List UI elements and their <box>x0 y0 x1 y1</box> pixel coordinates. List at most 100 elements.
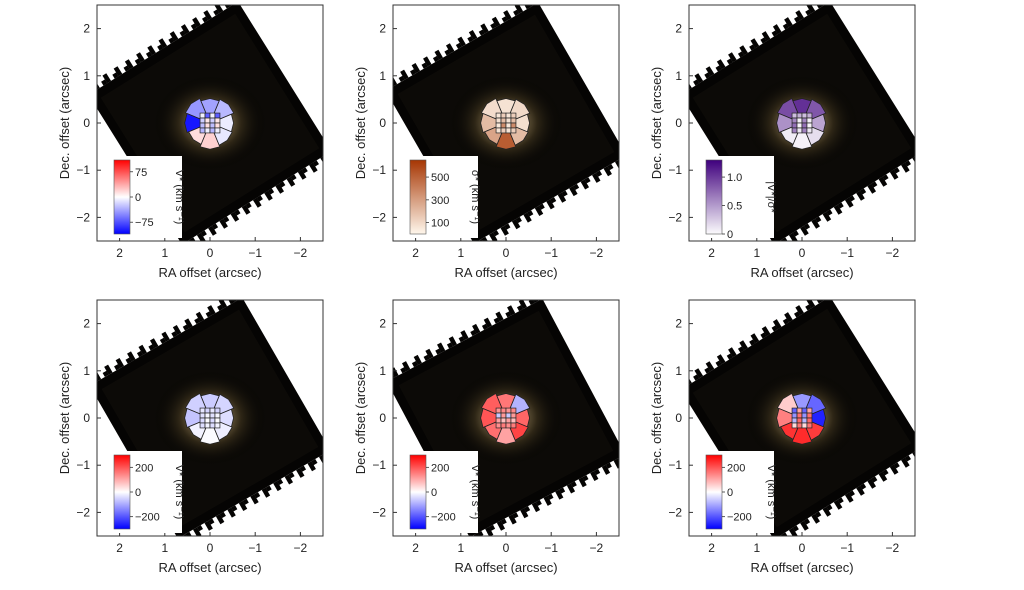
spaxel-bin <box>209 117 216 124</box>
spaxel-bin <box>495 412 502 419</box>
colorbar-tick-label: 300 <box>431 195 449 207</box>
y-tick-label: 0 <box>379 116 386 130</box>
spaxel-bin <box>209 412 216 419</box>
colorbar-gradient <box>113 454 131 530</box>
spaxel-bin <box>801 407 808 414</box>
spaxel-bin <box>801 412 808 419</box>
colorbar-tick-label: 1.0 <box>727 172 742 184</box>
spaxel-bin <box>500 127 507 134</box>
spaxel-bin <box>495 127 502 134</box>
colorbar-gradient <box>409 159 427 235</box>
panel-4: 2 2 1 1 0 0 −1 −1 −2 −2 RA offset (arcsec) Dec. off… <box>57 299 324 575</box>
y-tick-label: −1 <box>668 163 682 177</box>
spaxel-bin <box>791 422 798 429</box>
spaxel-bin <box>199 112 206 119</box>
x-tick-label: −1 <box>248 246 262 260</box>
spaxel-bin <box>796 412 803 419</box>
x-axis-label: RA offset (arcsec) <box>454 560 557 575</box>
x-tick-label: −2 <box>886 541 900 555</box>
x-tick-label: 2 <box>412 541 419 555</box>
colorbar-tick-label: 100 <box>431 218 449 230</box>
spaxel-bin <box>796 112 803 119</box>
y-tick-label: 2 <box>379 22 386 36</box>
spaxel-bin <box>204 422 211 429</box>
colorbar-tick-label: 500 <box>431 172 449 184</box>
spaxel-bin <box>806 127 813 134</box>
spaxel-bin <box>796 127 803 134</box>
spaxel-bin <box>495 407 502 414</box>
x-tick-label: 0 <box>207 541 214 555</box>
spaxel-bin <box>209 127 216 134</box>
panel-3: 2 2 1 1 0 0 −1 −1 −2 −2 RA offset (arcsec) Dec. off… <box>649 4 916 280</box>
spaxel-bin <box>796 407 803 414</box>
colorbar-tick-label: −75 <box>135 217 154 229</box>
spaxel-bin <box>209 407 216 414</box>
spaxel-bin <box>510 422 517 429</box>
spaxel-bin <box>801 127 808 134</box>
y-tick-label: 0 <box>83 411 90 425</box>
x-tick-label: −2 <box>590 246 604 260</box>
colorbar: 75 0 −75 V* (km s⁻¹) <box>112 156 185 238</box>
spaxel-bin <box>500 407 507 414</box>
spaxel-bin <box>806 112 813 119</box>
colorbar-title: V* (km s⁻¹) <box>173 170 185 225</box>
spaxel-bin <box>801 117 808 124</box>
spaxel-bin <box>500 412 507 419</box>
spaxel-bin <box>796 417 803 424</box>
colorbar-tick-label: 0 <box>431 487 437 499</box>
spaxel-bin <box>505 117 512 124</box>
spaxel-bin <box>791 117 798 124</box>
colorbar-tick-label: −200 <box>727 512 752 524</box>
x-tick-label: −2 <box>886 246 900 260</box>
spaxel-bin <box>801 417 808 424</box>
spaxel-bin <box>199 127 206 134</box>
x-tick-label: −2 <box>294 246 308 260</box>
y-axis-label: Dec. offset (arcsec) <box>353 67 368 179</box>
spaxel-bin <box>214 117 221 124</box>
x-tick-label: −1 <box>840 246 854 260</box>
colorbar-gradient <box>705 159 723 235</box>
spaxel-bin <box>214 112 221 119</box>
spaxel-bin <box>505 122 512 129</box>
spaxel-bin <box>199 122 206 129</box>
y-tick-label: 1 <box>83 364 90 378</box>
spaxel-bin <box>510 412 517 419</box>
spaxel-bin <box>204 117 211 124</box>
x-tick-label: 2 <box>708 246 715 260</box>
colorbar-tick-label: 0 <box>727 229 733 241</box>
x-tick-label: −1 <box>840 541 854 555</box>
spaxel-bin <box>801 112 808 119</box>
y-axis-label: Dec. offset (arcsec) <box>57 362 72 474</box>
spaxel-bin <box>791 112 798 119</box>
spaxel-bin <box>500 117 507 124</box>
spaxel-bin <box>510 117 517 124</box>
spaxel-bin <box>806 412 813 419</box>
x-tick-label: 0 <box>799 541 806 555</box>
spaxel-bin <box>204 417 211 424</box>
spaxel-bin <box>209 422 216 429</box>
spaxel-bin <box>199 422 206 429</box>
x-tick-label: 2 <box>412 246 419 260</box>
spaxel-bin <box>495 112 502 119</box>
x-tick-label: −2 <box>294 541 308 555</box>
spaxel-bin <box>214 417 221 424</box>
x-tick-label: 0 <box>207 246 214 260</box>
colorbar-tick-label: 200 <box>727 462 745 474</box>
x-axis-label: RA offset (arcsec) <box>158 560 261 575</box>
spaxel-bin <box>505 412 512 419</box>
x-tick-label: 1 <box>753 246 760 260</box>
colorbar-tick-label: 75 <box>135 167 147 179</box>
x-tick-label: 0 <box>503 541 510 555</box>
spaxel-bin <box>199 412 206 419</box>
spaxel-bin <box>505 127 512 134</box>
spaxel-bin <box>209 112 216 119</box>
y-axis-label: Dec. offset (arcsec) <box>649 362 664 474</box>
spaxel-bin <box>204 112 211 119</box>
colorbar-tick-label: 0 <box>135 192 141 204</box>
spaxel-bin <box>806 417 813 424</box>
spaxel-bin <box>214 127 221 134</box>
colorbar-title: |V*|/σ* <box>765 181 777 213</box>
colorbar-tick-label: 0.5 <box>727 201 742 213</box>
x-tick-label: −1 <box>544 246 558 260</box>
